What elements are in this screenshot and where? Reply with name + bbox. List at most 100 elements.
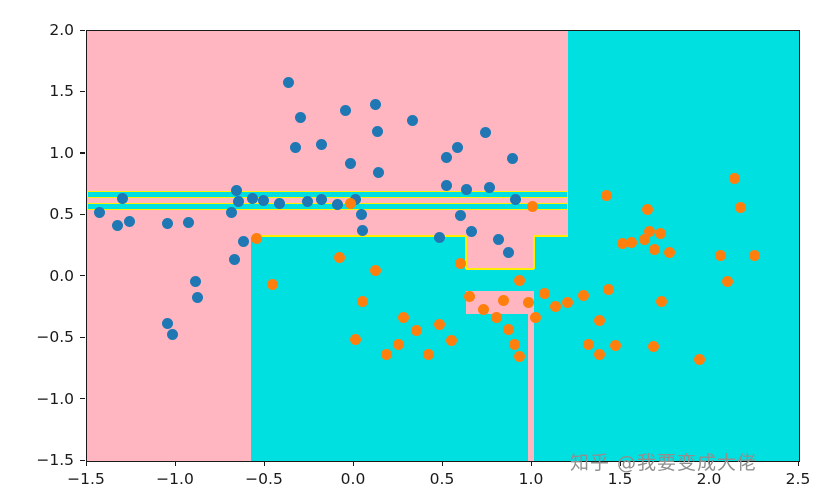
- scatter-point-class-0-blue: [273, 197, 285, 209]
- scatter-point-class-0-blue: [232, 196, 244, 208]
- y-tick-mark: [80, 29, 85, 31]
- y-tick-label: 0.0: [49, 266, 74, 285]
- scatter-point-class-0-blue: [506, 153, 518, 165]
- boundary-h-right: [533, 235, 568, 238]
- scatter-point-class-1-orange: [522, 297, 534, 308]
- scatter-point-class-1-orange: [715, 250, 727, 262]
- scatter-point-class-1-orange: [380, 348, 392, 360]
- scatter-point-class-0-blue: [117, 192, 129, 204]
- scatter-point-class-1-orange: [647, 341, 659, 353]
- x-tick-label: −1.0: [156, 470, 194, 488]
- scatter-point-class-0-blue: [407, 115, 419, 127]
- scatter-point-class-0-blue: [161, 218, 173, 230]
- region-cyan-stripe-lower: [87, 203, 568, 211]
- scatter-point-class-1-orange: [603, 283, 615, 295]
- scatter-point-class-1-orange: [266, 278, 278, 290]
- scatter-point-class-0-blue: [124, 215, 136, 227]
- scatter-point-class-1-orange: [350, 333, 362, 345]
- scatter-point-class-1-orange: [749, 250, 760, 262]
- y-tick-label: −0.5: [36, 328, 74, 347]
- scatter-point-class-0-blue: [332, 198, 344, 210]
- scatter-point-class-0-blue: [441, 152, 453, 164]
- scatter-point-class-1-orange: [344, 197, 356, 209]
- region-pink-vertical-stripe: [527, 291, 534, 461]
- scatter-point-class-0-blue: [480, 127, 492, 139]
- scatter-point-class-0-blue: [166, 328, 178, 340]
- plot-area: [86, 30, 800, 462]
- scatter-point-class-1-orange: [643, 225, 655, 237]
- y-tick-mark: [80, 90, 85, 93]
- scatter-point-class-0-blue: [510, 193, 522, 205]
- y-tick-mark: [80, 213, 85, 215]
- region-cyan-stripe-upper: [87, 190, 568, 199]
- scatter-point-class-1-orange: [626, 236, 638, 248]
- scatter-point-class-0-blue: [238, 235, 250, 247]
- scatter-point-class-0-blue: [111, 219, 123, 231]
- scatter-point-class-1-orange: [478, 304, 490, 316]
- scatter-point-class-0-blue: [339, 105, 351, 117]
- x-tick-label: 2.5: [785, 470, 811, 488]
- scatter-point-class-1-orange: [498, 294, 510, 306]
- scatter-point-class-0-blue: [373, 166, 385, 178]
- x-tick-label: −1.5: [67, 470, 105, 488]
- scatter-point-class-1-orange: [423, 348, 435, 360]
- y-tick-label: 0.5: [49, 205, 74, 224]
- scatter-point-class-1-orange: [656, 295, 668, 307]
- scatter-point-class-0-blue: [316, 138, 328, 150]
- scatter-point-class-0-blue: [503, 246, 515, 258]
- x-tick-label: −0.5: [245, 470, 283, 488]
- scatter-point-class-1-orange: [538, 288, 550, 300]
- scatter-point-class-1-orange: [729, 172, 741, 184]
- scatter-point-class-1-orange: [369, 265, 381, 277]
- scatter-point-class-1-orange: [583, 338, 595, 350]
- scatter-point-class-1-orange: [357, 295, 369, 307]
- scatter-point-class-1-orange: [578, 289, 590, 301]
- scatter-point-class-0-blue: [451, 142, 463, 154]
- scatter-point-class-0-blue: [465, 225, 477, 237]
- scatter-point-class-0-blue: [455, 209, 467, 221]
- scatter-point-class-0-blue: [289, 142, 301, 154]
- scatter-point-class-1-orange: [734, 202, 746, 214]
- scatter-point-class-1-orange: [433, 319, 445, 331]
- x-tick-label: 0.0: [340, 470, 366, 488]
- scatter-point-class-0-blue: [93, 207, 105, 219]
- scatter-point-class-1-orange: [490, 311, 502, 323]
- scatter-point-class-1-orange: [530, 311, 542, 323]
- scatter-point-class-0-blue: [433, 231, 445, 243]
- scatter-point-class-1-orange: [601, 190, 613, 202]
- boundary-h-step: [466, 268, 534, 271]
- scatter-point-class-0-blue: [441, 180, 453, 192]
- y-tick-label: 1.5: [49, 82, 74, 101]
- scatter-point-class-1-orange: [663, 246, 675, 258]
- scatter-point-class-0-blue: [355, 208, 367, 220]
- y-tick-label: −1.5: [36, 451, 74, 469]
- scatter-point-class-0-blue: [344, 158, 356, 170]
- y-tick-label: −1.0: [36, 389, 74, 408]
- watermark-text: 知乎 @我要变成大佬: [570, 452, 758, 474]
- y-tick-mark: [80, 275, 85, 277]
- region-cyan-right: [567, 31, 799, 461]
- scatter-point-class-1-orange: [722, 276, 734, 288]
- scatter-point-class-1-orange: [250, 233, 262, 245]
- scatter-point-class-1-orange: [638, 234, 650, 246]
- boundary-v-step: [465, 236, 468, 270]
- scatter-point-class-0-blue: [231, 185, 243, 197]
- boundary-v-step-right: [532, 236, 535, 270]
- scatter-point-class-1-orange: [642, 203, 654, 215]
- y-tick-label: 1.0: [49, 143, 74, 162]
- scatter-point-class-1-orange: [654, 228, 666, 240]
- scatter-point-class-1-orange: [398, 311, 410, 323]
- scatter-point-class-0-blue: [282, 77, 294, 89]
- scatter-point-class-1-orange: [455, 257, 467, 269]
- scatter-point-class-1-orange: [446, 335, 458, 347]
- scatter-point-class-1-orange: [594, 348, 606, 360]
- scatter-point-class-0-blue: [316, 193, 328, 205]
- scatter-point-class-1-orange: [617, 238, 629, 250]
- scatter-point-class-0-blue: [295, 111, 307, 123]
- scatter-point-class-1-orange: [693, 353, 705, 365]
- scatter-point-class-0-blue: [190, 276, 202, 288]
- y-tick-mark: [80, 459, 85, 461]
- scatter-point-class-1-orange: [503, 324, 515, 336]
- scatter-point-class-0-blue: [225, 207, 237, 219]
